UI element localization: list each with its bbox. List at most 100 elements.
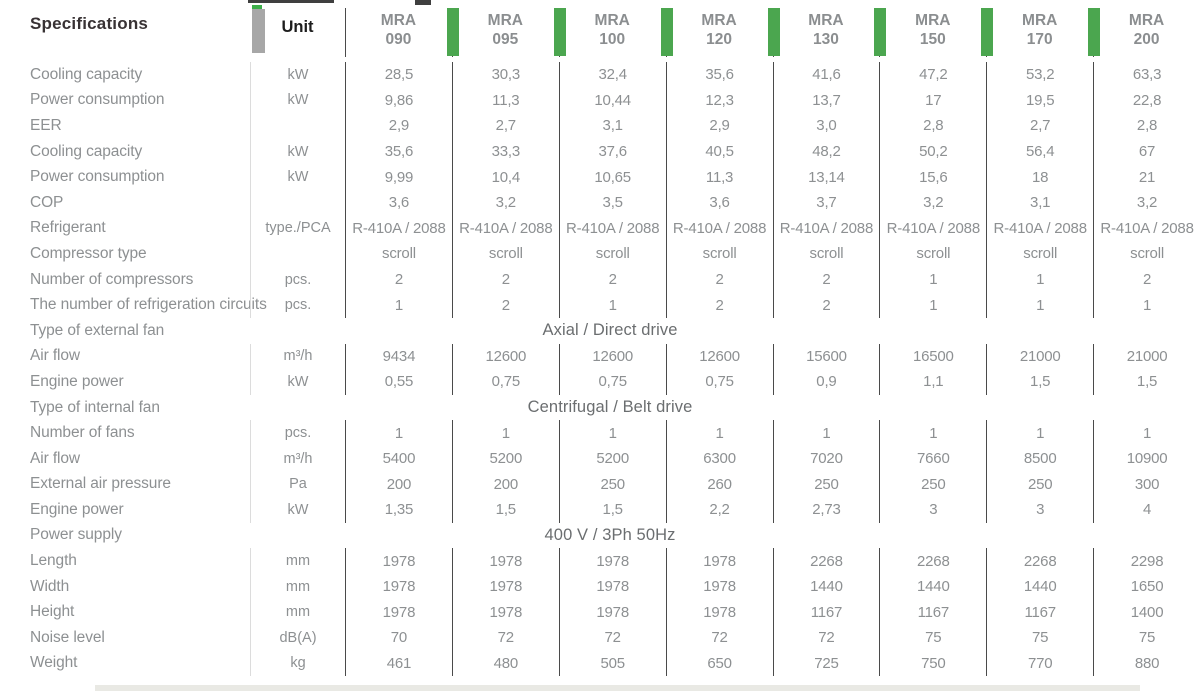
value-cell: 2,2 bbox=[665, 497, 773, 523]
value-cell: 1978 bbox=[451, 599, 559, 626]
value-cell: 2298 bbox=[1093, 548, 1200, 574]
value-cell: 650 bbox=[665, 650, 773, 677]
value-cell: scroll bbox=[558, 241, 666, 267]
table-row: Width mm 1978 1978 1978 1978 1440 1440 1440 1650 bbox=[0, 573, 1200, 600]
value-cell: scroll bbox=[772, 241, 880, 267]
value-cell: 2 bbox=[451, 266, 559, 293]
value-cell: 70 bbox=[345, 625, 452, 651]
value-cell: 16500 bbox=[879, 343, 986, 370]
value-cell: 21000 bbox=[986, 343, 1093, 370]
row-label: EER bbox=[30, 116, 62, 134]
value-cell: 2 bbox=[1093, 266, 1200, 293]
value-cell: 9,99 bbox=[345, 164, 452, 190]
value-cell: 880 bbox=[1093, 650, 1200, 677]
row-label: Air flow bbox=[30, 347, 81, 365]
value-cell: 1978 bbox=[665, 548, 773, 574]
row-label: Noise level bbox=[30, 628, 105, 646]
green-accent-bar bbox=[981, 8, 994, 56]
unit-cell: m³/h bbox=[250, 343, 345, 370]
model-number: 170 bbox=[1026, 31, 1053, 48]
value-cell: 2,73 bbox=[772, 497, 880, 523]
model-number: 095 bbox=[492, 31, 519, 48]
value-cell: 30,3 bbox=[451, 62, 559, 88]
row-label: Power consumption bbox=[30, 168, 165, 186]
value-cell: 9434 bbox=[345, 343, 452, 370]
value-cell: 2 bbox=[558, 266, 666, 293]
row-label: Engine power bbox=[30, 500, 124, 518]
value-cell: 75 bbox=[879, 625, 986, 651]
value-cell: R-410A / 2088 bbox=[345, 215, 452, 242]
value-cell: 15600 bbox=[772, 343, 880, 370]
table-row: Power supply 400 V / 3Ph 50Hz bbox=[0, 523, 1200, 549]
value-cell: 1 bbox=[986, 420, 1093, 446]
value-cell: 505 bbox=[558, 650, 666, 677]
value-cell: 56,4 bbox=[986, 138, 1093, 165]
row-label: Refrigerant bbox=[30, 219, 106, 237]
scrollbar-thumb[interactable] bbox=[252, 9, 265, 53]
value-cell: 6300 bbox=[665, 445, 773, 472]
model-number: 090 bbox=[385, 31, 412, 48]
unit-cell: Pa bbox=[250, 471, 345, 498]
unit-cell: m³/h bbox=[250, 445, 345, 472]
value-cell: 72 bbox=[558, 625, 666, 651]
table-row: Type of external fan Axial / Direct drive bbox=[0, 318, 1200, 344]
value-cell: 3,1 bbox=[986, 189, 1093, 216]
value-cell: 10900 bbox=[1093, 445, 1200, 472]
table-row: Compressor type scroll scroll scroll scroll s… bbox=[0, 241, 1200, 267]
value-cell: 1 bbox=[879, 292, 986, 318]
value-cell: 1 bbox=[879, 266, 986, 293]
model-brand: MRA bbox=[915, 12, 951, 29]
unit-cell: kW bbox=[250, 138, 345, 165]
model-number: 120 bbox=[706, 31, 732, 48]
value-cell: 2268 bbox=[986, 548, 1093, 574]
value-cell: scroll bbox=[665, 241, 773, 267]
row-label: Power supply bbox=[30, 526, 122, 544]
model-number: 100 bbox=[599, 31, 626, 48]
value-cell: 1978 bbox=[558, 599, 666, 626]
value-cell: 1 bbox=[558, 292, 666, 318]
value-cell: 1 bbox=[986, 292, 1093, 318]
value-cell: 3,7 bbox=[772, 189, 880, 216]
value-cell: 1167 bbox=[986, 599, 1093, 626]
value-cell: 1,35 bbox=[345, 497, 452, 523]
value-cell: 1,5 bbox=[451, 497, 559, 523]
spanning-value-cell: Axial / Direct drive bbox=[542, 321, 678, 340]
unit-cell: kW bbox=[250, 87, 345, 114]
value-cell: 250 bbox=[772, 471, 880, 498]
row-label: Height bbox=[30, 603, 75, 621]
model-header: MRA 130 bbox=[773, 0, 880, 62]
value-cell: 2,9 bbox=[345, 113, 452, 139]
model-header: MRA 095 bbox=[452, 0, 559, 62]
unit-cell bbox=[250, 113, 345, 139]
unit-cell: type./PCA bbox=[250, 215, 345, 242]
row-label: Power consumption bbox=[30, 91, 165, 109]
table-row: Power consumption kW 9,86 11,3 10,44 12,3 13,7… bbox=[0, 87, 1200, 114]
value-cell: 250 bbox=[558, 471, 666, 498]
unit-cell: kg bbox=[250, 650, 345, 677]
value-cell: 11,3 bbox=[451, 87, 559, 114]
model-number: 200 bbox=[1133, 31, 1160, 48]
value-cell: 1400 bbox=[1093, 599, 1200, 626]
value-cell: R-410A / 2088 bbox=[879, 215, 986, 242]
unit-cell: kW bbox=[250, 497, 345, 523]
model-brand: MRA bbox=[594, 12, 630, 29]
unit-cell: pcs. bbox=[250, 266, 345, 293]
row-label: Length bbox=[30, 552, 77, 570]
unit-cell bbox=[250, 189, 345, 216]
value-cell: R-410A / 2088 bbox=[772, 215, 880, 242]
value-cell: 8500 bbox=[986, 445, 1093, 472]
model-header: MRA 170 bbox=[986, 0, 1093, 62]
value-cell: 72 bbox=[665, 625, 773, 651]
table-row: Refrigerant type./PCA R-410A / 2088 R-410A … bbox=[0, 215, 1200, 242]
model-brand: MRA bbox=[1128, 12, 1165, 29]
value-cell: 3,1 bbox=[558, 113, 666, 139]
value-cell: 48,2 bbox=[772, 138, 880, 165]
table-row: Noise level dB(A) 70 72 72 72 72 75 75 75 bbox=[0, 625, 1200, 651]
table-row: The number of refrigeration circuits pcs.… bbox=[0, 292, 1200, 318]
value-cell: 1,5 bbox=[986, 369, 1093, 395]
green-accent-bar bbox=[767, 8, 780, 56]
table-row: Type of internal fan Centrifugal / Belt d… bbox=[0, 395, 1200, 421]
row-label: Weight bbox=[30, 654, 78, 672]
value-cell: 2 bbox=[665, 292, 773, 318]
